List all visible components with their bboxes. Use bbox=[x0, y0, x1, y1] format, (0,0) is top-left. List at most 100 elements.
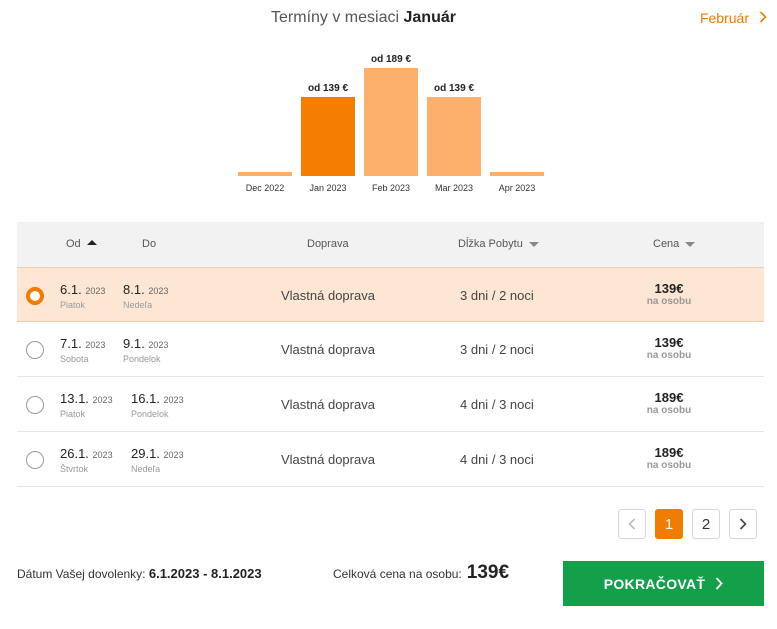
to-date-value: 29.1. bbox=[131, 446, 160, 461]
chart-bar-jan-2023[interactable] bbox=[301, 97, 355, 176]
stay-length: 3 dni / 2 noci bbox=[460, 288, 534, 303]
from-date-day: Štvrtok bbox=[60, 464, 89, 474]
chart-bar-mar-2023[interactable] bbox=[427, 97, 481, 176]
header-price-label: Cena bbox=[653, 238, 680, 250]
from-date-value: 6.1. bbox=[60, 282, 82, 297]
transport-value: Vlastná doprava bbox=[281, 288, 375, 303]
chart-bar-feb-2023[interactable] bbox=[364, 68, 418, 176]
stay-length: 4 dni / 3 noci bbox=[460, 397, 534, 412]
transport-header: Doprava bbox=[307, 238, 349, 250]
from-date: 7.1. 2023 Sobota bbox=[60, 337, 105, 366]
from-date-year: 2023 bbox=[92, 395, 113, 405]
to-date-year: 2023 bbox=[163, 450, 184, 460]
from-date: 6.1. 2023 Piatok bbox=[60, 283, 105, 312]
table-row[interactable]: 13.1. 2023 Piatok 16.1. 2023 Pondelok Vlastn… bbox=[17, 377, 764, 432]
from-date: 13.1. 2023 Piatok bbox=[60, 392, 113, 421]
transport-value: Vlastná doprava bbox=[281, 397, 375, 412]
to-date-value: 8.1. bbox=[123, 282, 145, 297]
row-price-per: na osobu bbox=[646, 460, 692, 471]
stay-length: 3 dni / 2 noci bbox=[460, 342, 534, 357]
chevron-left-icon bbox=[628, 518, 636, 530]
next-month-link[interactable]: Február bbox=[700, 10, 767, 26]
table-row[interactable]: 6.1. 2023 Piatok 8.1. 2023 Nedeľa Vlastná do… bbox=[17, 267, 764, 322]
month-title: Termíny v mesiaci Január bbox=[0, 9, 727, 27]
page-1-button[interactable]: 1 bbox=[655, 509, 683, 539]
header-transport-label: Doprava bbox=[307, 238, 349, 250]
sort-asc-icon bbox=[86, 240, 97, 245]
chart-bar-apr-2023[interactable] bbox=[490, 172, 544, 176]
row-price-per: na osobu bbox=[646, 296, 692, 307]
transport-value: Vlastná doprava bbox=[281, 452, 375, 467]
from-date-day: Piatok bbox=[60, 409, 86, 419]
row-price: 189€ na osobu bbox=[637, 391, 701, 417]
from-date-value: 13.1. bbox=[60, 391, 89, 406]
stay-days: 3 dni bbox=[460, 288, 489, 303]
dates-table: Od Do Doprava Dĺžka Pobytu Cena 6.1. 202… bbox=[17, 222, 764, 487]
from-date-value: 7.1. bbox=[60, 336, 82, 351]
stay-nights: 2 noci bbox=[499, 288, 534, 303]
from-date-day: Sobota bbox=[60, 354, 89, 364]
date-radio[interactable] bbox=[26, 341, 44, 359]
sort-desc-icon bbox=[685, 242, 696, 247]
chevron-right-icon bbox=[759, 10, 767, 26]
transport-value: Vlastná doprava bbox=[281, 342, 375, 357]
prev-page-button[interactable] bbox=[618, 509, 646, 539]
vacation-dates: Dátum Vašej dovolenky: 6.1.2023 - 8.1.20… bbox=[17, 566, 262, 581]
date-radio[interactable] bbox=[26, 396, 44, 414]
sort-to-header[interactable]: Do bbox=[142, 238, 156, 250]
to-date-year: 2023 bbox=[163, 395, 184, 405]
chart-data-label: od 139 € bbox=[308, 83, 348, 94]
sort-price-header[interactable]: Cena bbox=[653, 238, 696, 250]
stay-separator: / bbox=[491, 397, 496, 412]
row-price-amount: 189€ bbox=[654, 445, 684, 460]
continue-button-label: POKRAČOVAŤ bbox=[603, 575, 706, 592]
row-price: 189€ na osobu bbox=[637, 446, 701, 472]
from-date-year: 2023 bbox=[92, 450, 113, 460]
stay-nights: 2 noci bbox=[499, 342, 534, 357]
date-radio[interactable] bbox=[26, 287, 44, 305]
to-date-day: Pondelok bbox=[123, 354, 161, 364]
from-date-value: 26.1. bbox=[60, 446, 89, 461]
month-title-prefix: Termíny v mesiaci bbox=[271, 9, 400, 26]
row-price-amount: 189€ bbox=[654, 390, 684, 405]
table-row[interactable]: 26.1. 2023 Štvrtok 29.1. 2023 Nedeľa Vlastná… bbox=[17, 432, 764, 487]
next-page-button[interactable] bbox=[729, 509, 757, 539]
sort-desc-icon bbox=[528, 242, 539, 247]
to-date-value: 9.1. bbox=[123, 336, 145, 351]
chart-data-label: od 139 € bbox=[434, 83, 474, 94]
row-price-amount: 139€ bbox=[654, 281, 684, 296]
to-date-year: 2023 bbox=[148, 286, 169, 296]
chart-data-label: od 189 € bbox=[371, 54, 411, 65]
month-header: Termíny v mesiaci Január Február bbox=[0, 0, 777, 36]
to-date: 29.1. 2023 Nedeľa bbox=[131, 447, 184, 476]
stay-separator: / bbox=[491, 288, 496, 303]
next-month-label: Február bbox=[699, 10, 749, 26]
row-price: 139€ na osobu bbox=[637, 282, 701, 308]
chart-tick-label: Mar 2023 bbox=[435, 183, 473, 193]
to-date: 16.1. 2023 Pondelok bbox=[131, 392, 184, 421]
stay-nights: 3 noci bbox=[499, 452, 534, 467]
sort-from-header[interactable]: Od bbox=[66, 238, 97, 250]
vacation-dates-value: 6.1.2023 - 8.1.2023 bbox=[148, 566, 262, 581]
chart-bar-dec-2022[interactable] bbox=[238, 172, 292, 176]
from-date: 26.1. 2023 Štvrtok bbox=[60, 447, 113, 476]
stay-nights: 3 noci bbox=[499, 397, 534, 412]
continue-button[interactable]: POKRAČOVAŤ bbox=[563, 561, 764, 606]
table-row[interactable]: 7.1. 2023 Sobota 9.1. 2023 Pondelok Vlastná … bbox=[17, 322, 764, 377]
vacation-dates-label: Dátum Vašej dovolenky: bbox=[17, 567, 146, 581]
stay-days: 4 dni bbox=[460, 452, 489, 467]
header-from-label: Od bbox=[66, 238, 81, 250]
total-price-label: Celková cena na osobu: bbox=[333, 567, 462, 581]
sort-length-header[interactable]: Dĺžka Pobytu bbox=[458, 238, 539, 250]
chevron-right-icon bbox=[716, 577, 723, 590]
page-2-button[interactable]: 2 bbox=[692, 509, 720, 539]
pagination: 1 2 bbox=[618, 509, 757, 539]
total-price: Celková cena na osobu: 139€ bbox=[333, 562, 509, 584]
date-radio[interactable] bbox=[26, 451, 44, 469]
chart-tick-label: Jan 2023 bbox=[309, 183, 346, 193]
from-date-day: Piatok bbox=[60, 300, 86, 310]
month-price-chart-svg: Dec 2022 Jan 2023 od 139 € Feb 2023 od 189 €… bbox=[238, 54, 544, 193]
stay-separator: / bbox=[491, 452, 496, 467]
table-body: 6.1. 2023 Piatok 8.1. 2023 Nedeľa Vlastná do… bbox=[17, 267, 764, 487]
chart-tick-label: Apr 2023 bbox=[499, 183, 536, 193]
